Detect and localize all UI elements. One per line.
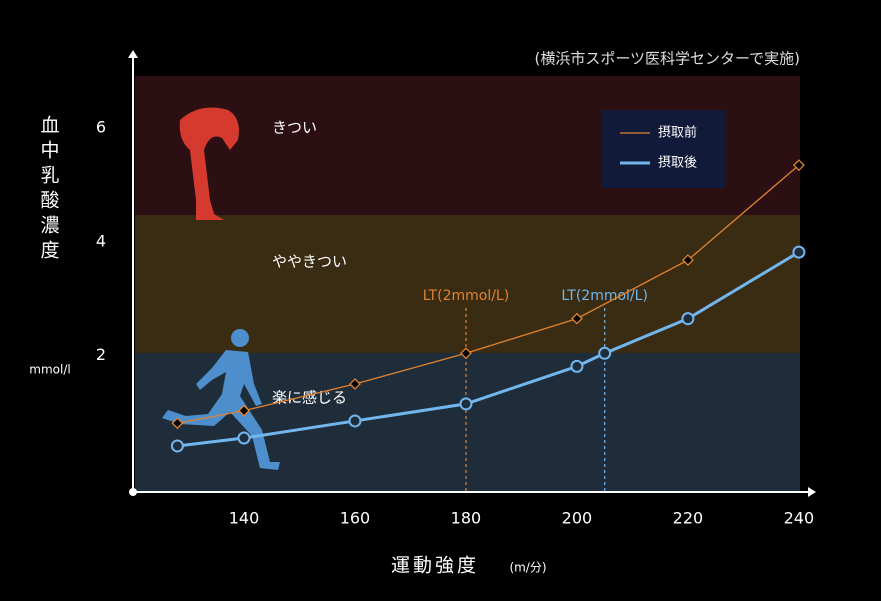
series-line [177,250,800,448]
y-tick-label: 4 [96,231,106,250]
zone [135,215,800,353]
origin [129,488,137,496]
point [681,312,695,326]
point [681,254,694,267]
point [571,312,583,325]
point [170,439,184,453]
x-tick-label: 160 [340,509,371,528]
legend-label: 摂取後 [658,155,697,171]
legend-label: 摂取前 [658,125,697,141]
y-tick-label: 6 [96,118,106,137]
y-tick-label: 2 [96,345,106,364]
point [171,417,184,430]
point [460,347,472,360]
point [598,346,612,360]
x-axis-label: 運動強度 [391,555,479,577]
x-tick-label: 180 [451,509,482,528]
lt-label: LT(2mmol/L) [423,288,510,304]
tired-figure [179,107,239,220]
y-axis-label: 血中乳酸濃度 [38,115,60,265]
point [238,404,250,417]
zone-label: きつい [272,119,317,137]
x-arrow [808,487,816,497]
x-tick-label: 200 [562,509,593,528]
runner-figure [162,329,280,470]
point [459,397,473,411]
point [349,378,361,390]
point [792,159,805,172]
lt-label: LT(2mmol/L) [561,288,648,304]
x-axis-unit: (m/分) [509,561,546,575]
legend-box [602,110,725,188]
y-axis-unit: mmol/l [29,363,70,377]
point [570,359,584,373]
x-tick-label: 240 [784,509,815,528]
point [237,431,251,445]
point [792,245,806,259]
x-tick-label: 220 [673,509,704,528]
zone-label: ややきつい [272,253,347,271]
x-tick-label: 140 [229,509,260,528]
source: (横浜市スポーツ医科学センターで実施) [534,50,800,68]
zone-label: 楽に感じる [272,389,347,407]
point [348,414,362,428]
y-arrow [128,50,138,58]
